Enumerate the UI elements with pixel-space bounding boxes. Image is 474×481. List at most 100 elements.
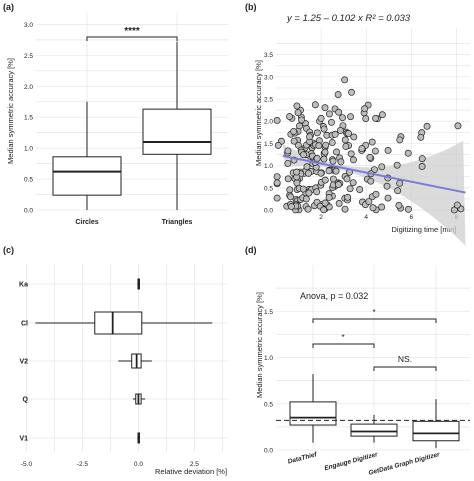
panel-d-comparison-label-2: * xyxy=(341,333,344,342)
panel-b-data-point xyxy=(396,136,404,144)
panel-b-data-point xyxy=(342,142,350,150)
panel-b-data-point xyxy=(305,189,313,197)
panel-b-data-point xyxy=(344,193,352,201)
panel-a-y-tick-label: 2.5 xyxy=(24,53,33,60)
panel-b-data-point xyxy=(290,137,298,145)
panel-d-comparison-label-3: NS. xyxy=(398,354,412,364)
panel-d-anova-label: Anova, p = 0.032 xyxy=(300,291,368,301)
panel-d-y-tick-label: 0.5 xyxy=(264,401,273,408)
panel-a-y-tick-label: 2.0 xyxy=(24,84,33,91)
panel-b-data-point xyxy=(315,142,323,150)
panel-b-data-point xyxy=(378,163,386,171)
panel-b-data-point xyxy=(317,114,325,122)
panel-b-data-point xyxy=(294,109,302,117)
panel-b-data-point xyxy=(290,127,298,135)
panel-b-y-tick-label: 2.0 xyxy=(264,119,273,126)
panel-tag-a: (a) xyxy=(3,2,14,12)
panel-b-y-tick-label: 3.0 xyxy=(264,74,273,81)
panel-b-data-point xyxy=(378,203,386,211)
panel-b-data-point xyxy=(333,148,340,156)
panel-b-data-point xyxy=(372,190,380,198)
panel-b-y-tick-label: 3.5 xyxy=(264,52,273,59)
panel-a-y-tick-label: 3.0 xyxy=(24,22,33,29)
panel-d-box-plot: 0.0 0.5 1.0 1.5 Median symmetric accuracy [… xyxy=(255,265,470,477)
panel-b-data-point xyxy=(358,145,366,153)
panel-b-data-point xyxy=(404,149,412,157)
panel-b-data-point xyxy=(321,199,329,207)
panel-b-y-tick-label: 0.0 xyxy=(264,208,273,215)
panel-b-data-point xyxy=(394,187,402,195)
panel-b-data-point xyxy=(336,126,344,134)
panel-b-data-point xyxy=(321,104,329,112)
panel-b-data-point xyxy=(306,133,314,141)
panel-b-data-point xyxy=(293,168,301,176)
panel-b-data-point xyxy=(329,157,337,165)
panel-d-bracket-1 xyxy=(312,318,437,323)
panel-b-data-point xyxy=(348,88,355,96)
panel-d-y-tick-label: 0.0 xyxy=(264,448,273,455)
panel-b-data-point xyxy=(331,130,339,138)
panel-b-data-point xyxy=(346,185,354,193)
panel-b-data-point xyxy=(343,175,351,183)
panel-d-box xyxy=(289,401,337,426)
panel-d-category-label: DataThief xyxy=(287,451,318,466)
panel-b-data-point xyxy=(288,203,295,211)
panel-b-data-point xyxy=(347,113,355,121)
panel-tag-b: (b) xyxy=(245,2,257,12)
panel-b-data-point xyxy=(328,139,336,147)
panel-d-bracket-2 xyxy=(312,343,375,348)
panel-c-x-tick-label: 0.0 xyxy=(134,461,143,468)
panel-b-data-point xyxy=(356,186,364,193)
panel-b-data-point xyxy=(300,151,307,159)
panel-a-box xyxy=(52,156,122,196)
panel-b-data-point xyxy=(369,204,377,212)
panel-d-y-tick-label: 1.5 xyxy=(264,309,273,316)
panel-a-y-tick-label: 1.0 xyxy=(24,146,33,153)
panel-b-data-point xyxy=(341,136,349,144)
panel-b-data-point xyxy=(404,205,412,213)
panel-d-category-label: GetData Graph Digitizer xyxy=(368,451,441,477)
panel-b-data-point xyxy=(321,176,329,184)
panel-d-bracket-3 xyxy=(373,366,437,371)
panel-b-data-point xyxy=(287,193,295,201)
panel-c-category-label: Ka xyxy=(19,282,28,289)
panel-a-category-label: Triangles xyxy=(162,219,193,226)
panel-b-x-tick-label: 6 xyxy=(410,214,414,221)
panel-b-y-tick-label: 1.5 xyxy=(264,141,273,148)
panel-c-category-label: V1 xyxy=(19,436,28,443)
panel-c-category-label: Q xyxy=(23,397,29,404)
panel-c-x-tick-label: -2.5 xyxy=(77,461,89,468)
panel-b-data-point xyxy=(286,113,294,121)
panel-c-category-label: Cl xyxy=(21,321,28,328)
panel-b-data-point xyxy=(423,122,431,130)
panel-b-data-point xyxy=(274,141,282,149)
panel-b-data-point xyxy=(393,161,401,169)
panel-d-box xyxy=(412,420,460,442)
panel-b-y-tick-label: 1.0 xyxy=(264,163,273,170)
panel-b-data-point xyxy=(334,91,342,99)
panel-b-data-point xyxy=(349,179,357,187)
panel-b-data-point xyxy=(395,201,403,209)
panel-b-data-point xyxy=(273,173,281,181)
panel-b-data-point xyxy=(418,163,426,170)
panel-b-data-point xyxy=(371,147,379,155)
panel-b-data-point xyxy=(372,114,380,122)
panel-b-data-point xyxy=(418,155,426,163)
panel-b-data-point xyxy=(317,169,325,177)
panel-b-y-axis-label: Median symmetric accuracy [%] xyxy=(254,60,263,166)
panel-b-y-tick-label: 2.5 xyxy=(264,97,273,104)
panel-b-data-point xyxy=(383,182,391,190)
panel-a-y-tick-label: 1.5 xyxy=(24,115,33,122)
panel-b-data-point xyxy=(305,169,312,177)
panel-b-data-point xyxy=(322,141,330,149)
panel-a-y-tick-label: 0.5 xyxy=(24,177,33,184)
panel-b-data-point xyxy=(326,110,333,118)
panel-c-x-tick-label: 2.5 xyxy=(190,461,199,468)
panel-b-data-point xyxy=(341,76,349,84)
panel-a-significance-label: **** xyxy=(124,26,140,37)
panel-b-data-point xyxy=(350,133,358,141)
panel-b-data-point xyxy=(298,116,305,124)
panel-b-data-point xyxy=(273,179,281,187)
panel-b-data-point xyxy=(368,138,376,146)
panel-b-data-point xyxy=(304,205,312,213)
